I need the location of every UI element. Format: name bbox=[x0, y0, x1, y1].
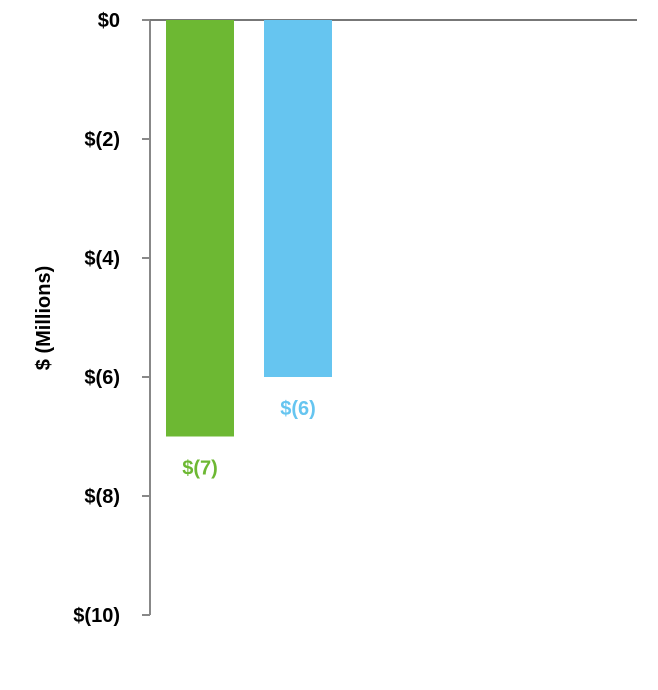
y-tick-label: $(2) bbox=[84, 129, 120, 151]
y-tick-label: $(6) bbox=[84, 367, 120, 389]
bar bbox=[264, 20, 332, 377]
bar-data-label: $(7) bbox=[182, 458, 218, 480]
bar bbox=[166, 20, 234, 437]
y-tick-label: $(4) bbox=[84, 248, 120, 270]
y-tick-label: $(10) bbox=[73, 605, 120, 627]
bars bbox=[166, 20, 332, 437]
data-labels: $(7) $(6) bbox=[182, 398, 316, 480]
y-axis-ticks: $0 $(2) $(4) $(6) $(8) $(10) bbox=[73, 10, 150, 627]
y-tick-label: $0 bbox=[98, 10, 120, 32]
y-axis-title: $ (Millions) bbox=[33, 266, 55, 370]
bar-data-label: $(6) bbox=[280, 398, 316, 420]
y-tick-label: $(8) bbox=[84, 486, 120, 508]
